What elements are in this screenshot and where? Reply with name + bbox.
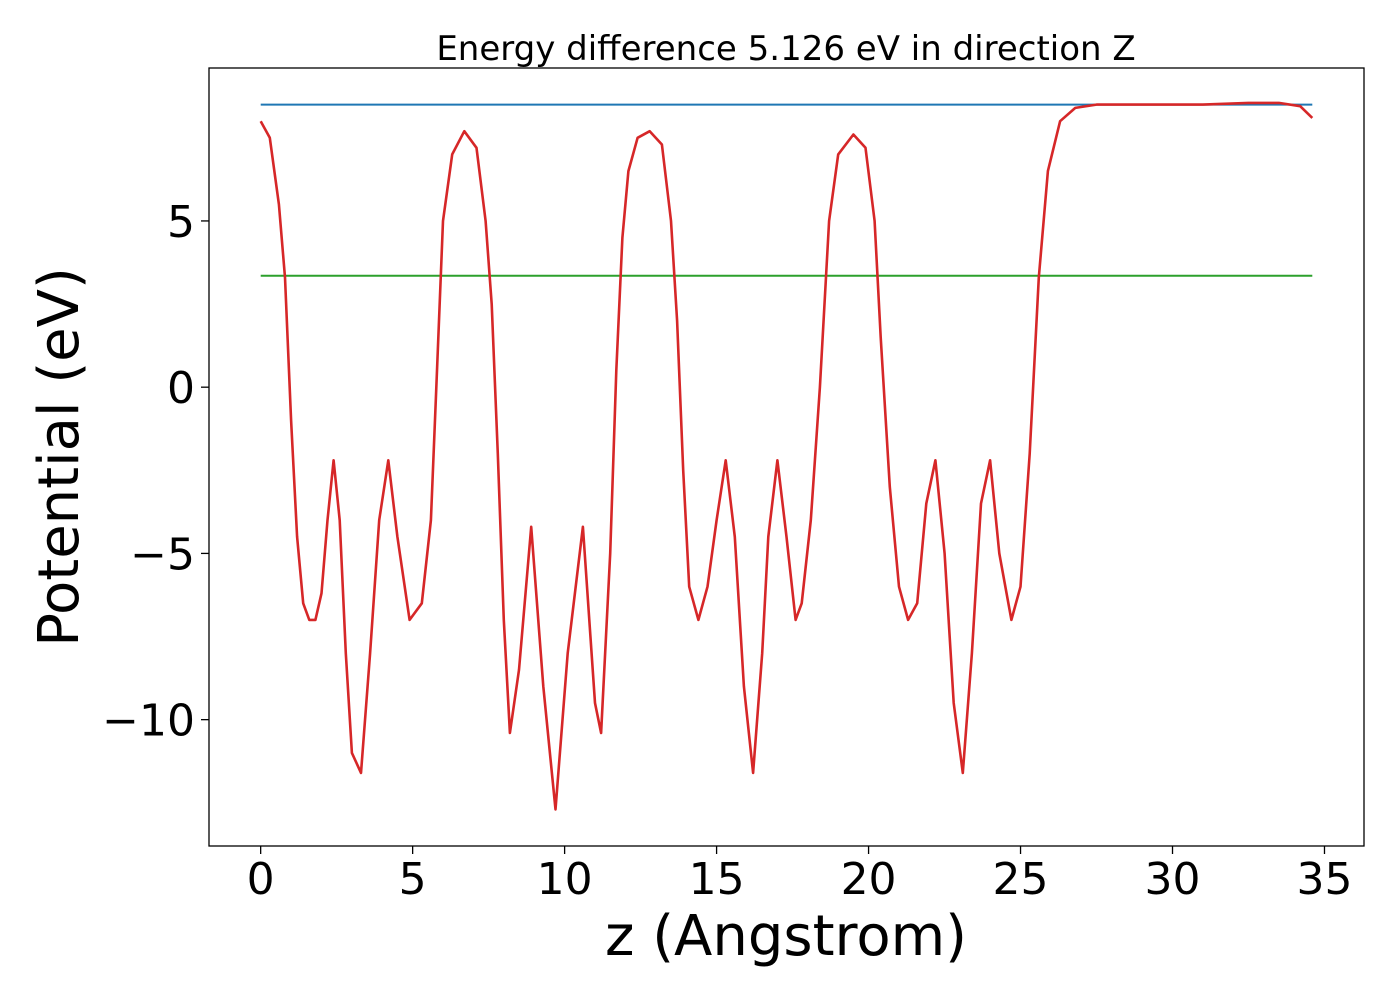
y-tick-label: −5 (130, 529, 195, 580)
plot-area-frame (208, 67, 1365, 847)
series-line-0 (259, 101, 1314, 811)
x-tick-label: 30 (1145, 854, 1201, 905)
x-tick-label: 0 (247, 854, 275, 905)
y-tick-label: −10 (102, 696, 195, 747)
x-tick-label: 35 (1296, 854, 1352, 905)
x-tick-label: 5 (399, 854, 427, 905)
series-layer (259, 101, 1314, 811)
x-tick-label: 20 (841, 854, 897, 905)
y-axis: 5 0 −5 −10 (102, 197, 209, 747)
x-tick-label: 10 (537, 854, 593, 905)
y-axis-label: Potential (eV) (27, 267, 92, 647)
y-tick-label: 5 (167, 197, 195, 248)
y-tick-label: 0 (167, 363, 195, 414)
x-tick-label: 15 (689, 854, 745, 905)
x-axis: 0 5 10 15 20 25 30 35 (247, 846, 1352, 905)
chart-title: Energy difference 5.126 eV in direction … (436, 29, 1135, 69)
x-axis-label: z (Angstrom) (605, 904, 967, 969)
x-tick-label: 25 (993, 854, 1049, 905)
